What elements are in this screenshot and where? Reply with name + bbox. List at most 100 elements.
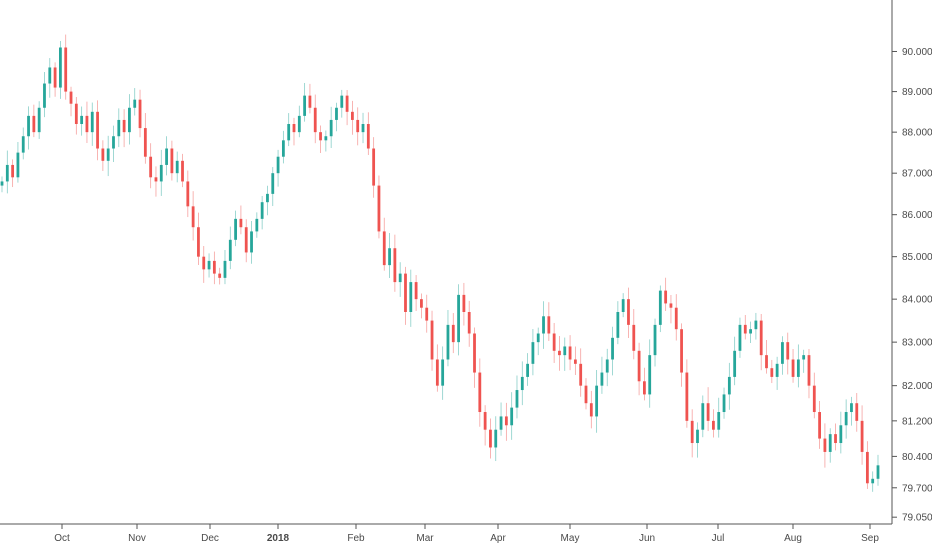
x-tick-label: Mar	[416, 533, 434, 544]
candle-body	[637, 350, 641, 382]
candle-body	[733, 350, 737, 377]
y-tick-label: 89.000	[902, 87, 932, 98]
candle-body	[664, 290, 668, 304]
candle-body	[239, 218, 243, 228]
candle-body	[191, 206, 195, 228]
y-tick-label: 79.700	[902, 483, 932, 494]
candle-body	[276, 156, 280, 174]
y-tick-label: 83.000	[902, 338, 932, 349]
candle-body	[297, 115, 301, 133]
candle-body	[255, 218, 259, 232]
candle-body	[228, 239, 232, 261]
candle-body	[64, 47, 68, 92]
candle-body	[818, 412, 821, 439]
candle-body	[16, 152, 20, 178]
candle-body	[430, 320, 434, 360]
candle-body	[547, 316, 551, 334]
y-tick-label: 82.000	[902, 381, 932, 392]
candle-body	[531, 342, 535, 364]
candle-body	[669, 303, 673, 308]
candle-body	[181, 160, 184, 182]
candle-body	[828, 434, 832, 452]
candle-body	[696, 429, 699, 444]
y-tick-label: 90.000	[902, 47, 932, 58]
candle-body	[552, 333, 556, 351]
candle-body	[467, 311, 471, 334]
candle-body	[197, 227, 200, 257]
candle-body	[90, 111, 94, 133]
candle-body	[727, 376, 731, 395]
candle-body	[21, 136, 25, 153]
candle-body	[473, 333, 476, 373]
candle-body	[791, 359, 795, 377]
candle-body	[526, 363, 529, 377]
candle-body	[425, 307, 429, 321]
candle-body	[483, 412, 487, 430]
candle-body	[462, 294, 466, 312]
candle-body	[451, 324, 455, 343]
y-tick-label: 87.000	[902, 169, 932, 180]
candles-layer	[0, 34, 880, 492]
candle-body	[340, 95, 344, 108]
candle-body	[308, 95, 312, 108]
candle-body	[377, 185, 381, 232]
candle-body	[361, 124, 365, 133]
candle-body	[404, 273, 407, 312]
candle-body	[271, 173, 275, 194]
candle-body	[775, 363, 779, 377]
candle-body	[409, 282, 413, 312]
x-tick-label: Jul	[712, 533, 725, 544]
candle-body	[382, 231, 386, 266]
candle-body	[420, 299, 423, 308]
candle-body	[32, 115, 36, 133]
candle-body	[499, 416, 503, 430]
candle-body	[59, 47, 62, 88]
candle-body	[871, 478, 875, 484]
candle-body	[648, 355, 652, 395]
candle-body	[43, 83, 46, 108]
candle-body	[435, 359, 439, 386]
x-tick-label: Apr	[490, 533, 506, 544]
candle-body	[356, 119, 360, 133]
candle-body	[494, 429, 498, 448]
candle-body	[133, 99, 137, 108]
candle-body	[680, 329, 683, 373]
candle-body	[281, 140, 285, 157]
candle-body	[515, 390, 519, 408]
candle-body	[313, 107, 317, 133]
candle-body	[568, 346, 572, 360]
candle-body	[101, 148, 105, 161]
x-tick-label: May	[561, 533, 580, 544]
candle-body	[128, 107, 131, 133]
candle-body	[584, 385, 588, 404]
candle-body	[234, 218, 237, 240]
candle-body	[218, 273, 222, 278]
candle-body	[807, 355, 811, 386]
candle-body	[212, 260, 216, 274]
candle-body	[781, 342, 784, 364]
candle-body	[165, 148, 168, 165]
candle-body	[621, 299, 625, 312]
y-tick-label: 80.400	[902, 452, 932, 463]
candle-body	[611, 337, 614, 360]
y-axis-ticks: 90.000 89.000 88.000 87.000 86.000 85.000 84.0…	[892, 47, 932, 524]
candle-body	[643, 381, 646, 395]
candle-body	[632, 324, 636, 351]
candle-body	[717, 412, 721, 430]
candle-body	[595, 385, 599, 417]
candle-body	[117, 119, 121, 137]
candle-body	[80, 115, 84, 125]
candle-body	[85, 115, 89, 133]
candle-body	[345, 95, 349, 112]
candle-body	[563, 346, 567, 356]
candle-body	[536, 333, 540, 343]
candle-body	[674, 307, 678, 330]
candle-body	[685, 372, 689, 421]
candle-body	[74, 103, 78, 125]
candle-body	[722, 394, 726, 413]
y-tick-label: 86.000	[902, 210, 932, 221]
candle-body	[446, 324, 450, 360]
candle-body	[844, 412, 848, 426]
candle-body	[366, 124, 370, 149]
